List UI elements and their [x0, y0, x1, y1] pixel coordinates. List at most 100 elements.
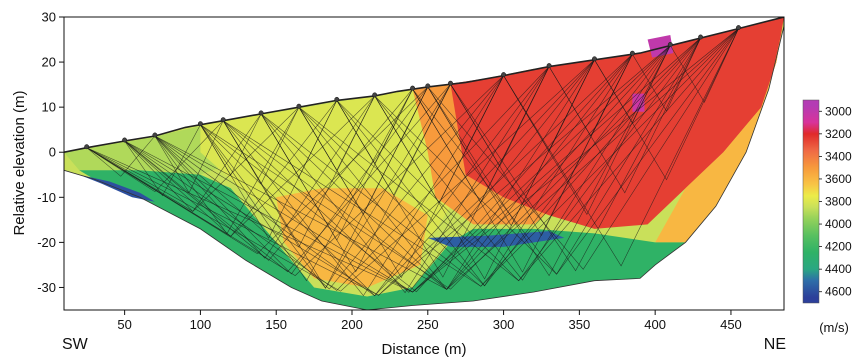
x-axis-ticks: 50 100 150 200 250 300 350 400 450	[117, 310, 742, 332]
receiver-marker-14	[592, 56, 597, 62]
x-tick-label-350: 350	[569, 317, 591, 332]
receiver-marker-10	[425, 83, 431, 89]
y-axis-ticks: 30 20 10 0 -10 -20 -30	[37, 10, 64, 295]
ray-path-27	[200, 88, 413, 282]
velocity-zone-blue-east	[427, 231, 565, 247]
receiver-marker-15	[629, 50, 635, 56]
plot-frame	[63, 16, 785, 311]
ray-path-48	[298, 59, 595, 290]
ray-path-35	[222, 75, 504, 297]
direction-label-sw: SW	[62, 336, 89, 353]
x-tick-label-50: 50	[117, 317, 131, 332]
colorbar-tick-label-3600: 3600	[825, 172, 852, 186]
velocity-zone-east-flank-orange	[655, 35, 781, 243]
colorbar-tick-label-3400: 3400	[825, 149, 852, 163]
receiver-marker-1	[122, 137, 128, 143]
ray-path-5	[86, 75, 504, 276]
ray-path-64	[412, 37, 701, 275]
colorbar-tick-label-4200: 4200	[825, 240, 852, 254]
receiver-markers	[84, 25, 741, 150]
receiver-marker-7	[334, 96, 340, 102]
ray-path-59	[374, 45, 671, 281]
ray-path-41	[260, 84, 451, 273]
ray-path-68	[427, 28, 739, 270]
colorbar: 3000 3200 3400 3600 3800 4000 4200 4400 4600 (m/…	[802, 99, 852, 335]
velocity-zones	[64, 17, 784, 310]
x-tick-label-450: 450	[720, 317, 742, 332]
y-tick-label-20: 20	[42, 55, 56, 70]
ray-path-80	[670, 28, 739, 103]
colorbar-ticks: 3000 3200 3400 3600 3800 4000 4200 4400 4600	[819, 104, 852, 299]
ray-path-79	[632, 37, 701, 112]
ray-path-6	[86, 59, 595, 292]
ray-path-13	[124, 84, 451, 273]
x-tick-label-200: 200	[341, 317, 363, 332]
direction-label-ne: NE	[764, 336, 786, 353]
ray-paths	[86, 28, 739, 297]
colorbar-scale	[802, 99, 820, 304]
ray-path-78	[594, 28, 739, 181]
ray-path-21	[154, 75, 504, 290]
x-tick-label-250: 250	[417, 317, 439, 332]
ray-path-54	[336, 54, 633, 287]
colorbar-tick-label-4400: 4400	[825, 262, 852, 276]
x-tick-label-150: 150	[265, 317, 287, 332]
ray-path-31	[200, 37, 701, 290]
receiver-marker-0	[84, 144, 90, 150]
ray-path-17	[154, 120, 224, 194]
receiver-marker-11	[448, 80, 453, 86]
ray-path-0	[86, 135, 156, 177]
y-tick-label--10: -10	[37, 190, 56, 205]
receiver-marker-3	[197, 121, 203, 127]
ray-path-4	[86, 86, 428, 255]
y-tick-label-10: 10	[42, 100, 56, 115]
y-tick-label--20: -20	[37, 235, 56, 250]
plot-area	[64, 17, 784, 310]
colorbar-tick-label-4600: 4600	[825, 285, 852, 299]
ray-path-66	[427, 59, 595, 227]
colorbar-unit: (m/s)	[819, 320, 849, 335]
ray-path-67	[427, 45, 671, 277]
ray-path-71	[450, 37, 701, 272]
receiver-marker-18	[736, 25, 741, 31]
receiver-marker-17	[698, 34, 704, 40]
y-tick-label-0: 0	[49, 145, 56, 160]
receiver-marker-9	[410, 85, 416, 91]
ray-path-36	[223, 59, 595, 293]
receiver-marker-2	[152, 132, 158, 138]
ray-path-33	[222, 95, 375, 248]
ray-path-44	[260, 37, 701, 287]
receiver-marker-6	[296, 103, 302, 109]
receiver-marker-16	[667, 42, 673, 47]
ray-path-55	[336, 37, 701, 282]
ray-path-70	[450, 54, 633, 237]
ray-path-30	[200, 54, 633, 293]
ray-path-15	[124, 54, 633, 296]
receiver-marker-5	[258, 110, 264, 116]
x-axis-label: Distance (m)	[381, 341, 466, 358]
y-tick-label--30: -30	[37, 280, 56, 295]
x-tick-label-400: 400	[644, 317, 666, 332]
ray-path-29	[200, 66, 550, 297]
colorbar-tick-label-3000: 3000	[825, 104, 852, 118]
ray-path-42	[260, 66, 550, 294]
receiver-marker-12	[501, 72, 507, 78]
receiver-marker-13	[546, 63, 552, 69]
colorbar-tick-label-3200: 3200	[825, 127, 852, 141]
x-tick-label-300: 300	[493, 317, 515, 332]
y-tick-label-30: 30	[42, 10, 56, 25]
receiver-marker-4	[220, 117, 226, 123]
colorbar-tick-label-4000: 4000	[825, 217, 852, 231]
ray-path-74	[503, 28, 739, 267]
ray-path-23	[154, 45, 671, 293]
ray-path-18	[154, 107, 300, 235]
ray-path-76	[548, 37, 701, 194]
y-axis-label: Relative elevation (m)	[11, 90, 28, 235]
ray-path-19	[154, 95, 375, 259]
ray-path-9	[124, 124, 201, 197]
ray-path-1	[86, 120, 224, 193]
colorbar-tick-label-3800: 3800	[825, 195, 852, 209]
x-tick-label-100: 100	[190, 317, 212, 332]
receiver-marker-8	[372, 92, 378, 98]
